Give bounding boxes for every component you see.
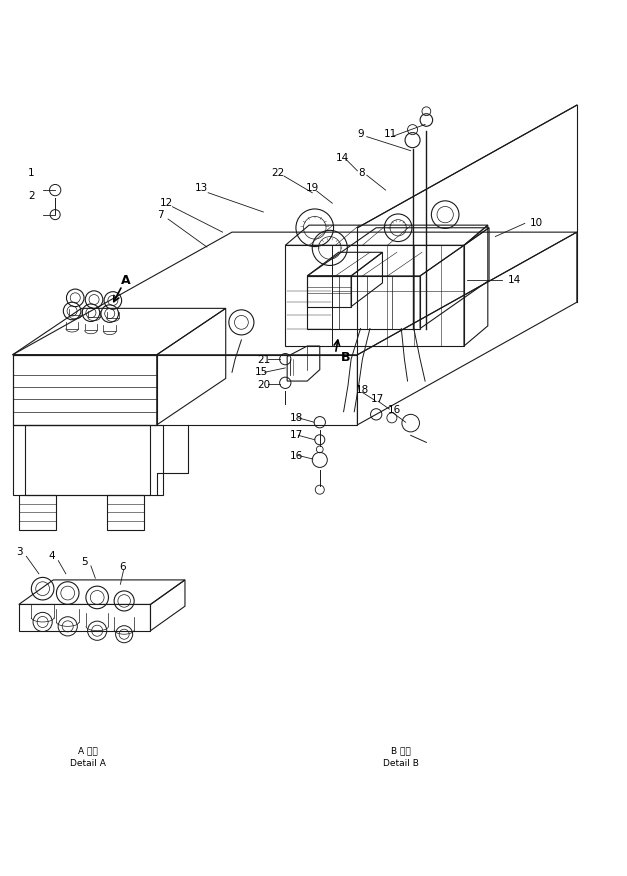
Text: 11: 11	[384, 129, 397, 139]
Text: 5: 5	[82, 557, 88, 568]
Text: 16: 16	[387, 405, 401, 415]
Text: 2: 2	[28, 191, 35, 201]
Text: 17: 17	[290, 430, 303, 441]
Text: 13: 13	[194, 183, 208, 194]
Text: 8: 8	[359, 167, 366, 178]
Text: 9: 9	[357, 129, 364, 139]
Text: A: A	[120, 274, 130, 286]
Text: Detail A: Detail A	[70, 759, 106, 768]
Text: 22: 22	[271, 168, 285, 179]
Text: 21: 21	[257, 355, 270, 365]
Text: 18: 18	[356, 385, 369, 395]
Text: 3: 3	[16, 547, 23, 557]
Text: Detail B: Detail B	[383, 759, 419, 768]
Text: 16: 16	[290, 450, 303, 461]
Text: 18: 18	[290, 413, 303, 423]
Text: B: B	[341, 351, 351, 364]
Text: B 詳細: B 詳細	[391, 746, 411, 755]
Text: 19: 19	[306, 183, 319, 194]
Text: 15: 15	[255, 367, 268, 378]
Text: 12: 12	[160, 198, 173, 208]
Text: 10: 10	[530, 218, 543, 229]
Text: 17: 17	[371, 393, 384, 404]
Text: 6: 6	[119, 562, 126, 572]
Text: A 詳細: A 詳細	[78, 746, 98, 755]
Text: 4: 4	[49, 551, 56, 562]
Text: 14: 14	[508, 275, 521, 286]
Text: 20: 20	[257, 380, 270, 391]
Text: 14: 14	[335, 152, 349, 163]
Text: 7: 7	[157, 209, 164, 220]
Text: 1: 1	[28, 168, 35, 179]
